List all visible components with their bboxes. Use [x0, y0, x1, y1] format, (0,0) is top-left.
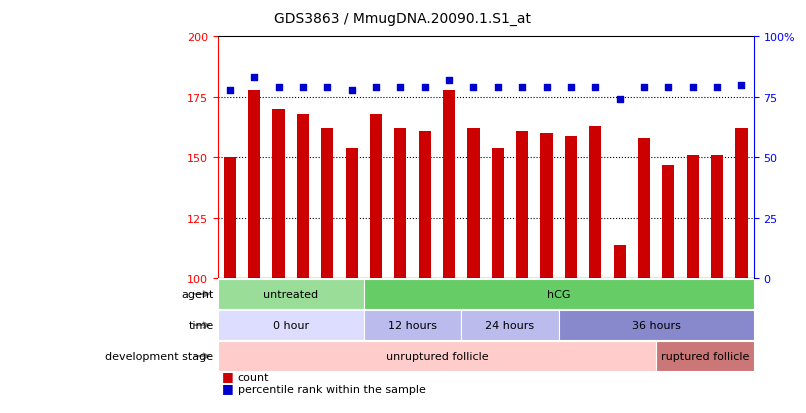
Text: hCG: hCG — [547, 289, 571, 299]
Point — [589, 85, 602, 91]
Text: count: count — [238, 372, 269, 382]
Bar — [418, 131, 430, 279]
Point — [711, 85, 724, 91]
Bar — [346, 148, 358, 279]
Point — [492, 85, 505, 91]
Bar — [248, 90, 260, 279]
Point — [564, 85, 577, 91]
Text: unruptured follicle: unruptured follicle — [385, 351, 488, 361]
Bar — [516, 131, 528, 279]
Text: untreated: untreated — [263, 289, 318, 299]
Point — [394, 85, 407, 91]
Text: 0 hour: 0 hour — [272, 320, 309, 330]
Point — [272, 85, 285, 91]
Bar — [589, 126, 601, 279]
Point — [540, 85, 553, 91]
Bar — [541, 134, 553, 279]
Point — [418, 85, 431, 91]
Point — [297, 85, 310, 91]
Point — [369, 85, 382, 91]
Point — [247, 75, 260, 81]
Bar — [663, 165, 675, 279]
Point — [223, 87, 236, 94]
Bar — [443, 90, 455, 279]
Text: 12 hours: 12 hours — [388, 320, 437, 330]
Bar — [467, 129, 480, 279]
Text: time: time — [189, 320, 214, 330]
Bar — [321, 129, 334, 279]
Text: ■: ■ — [222, 382, 234, 394]
Point — [345, 87, 358, 94]
Bar — [461, 311, 559, 340]
Text: GDS3863 / MmugDNA.20090.1.S1_at: GDS3863 / MmugDNA.20090.1.S1_at — [275, 12, 531, 26]
Bar — [613, 245, 625, 279]
Bar — [224, 158, 236, 279]
Bar — [492, 148, 504, 279]
Point — [516, 85, 529, 91]
Bar — [297, 114, 309, 279]
Point — [686, 85, 699, 91]
Point — [638, 85, 650, 91]
Point — [735, 82, 748, 89]
Bar — [735, 129, 747, 279]
Bar — [218, 280, 364, 309]
Bar — [638, 139, 650, 279]
Bar — [218, 341, 656, 371]
Bar — [370, 114, 382, 279]
Bar — [711, 156, 723, 279]
Text: development stage: development stage — [106, 351, 214, 361]
Point — [613, 97, 626, 103]
Point — [321, 85, 334, 91]
Bar — [364, 280, 754, 309]
Text: ■: ■ — [222, 369, 234, 382]
Bar — [394, 129, 406, 279]
Text: 36 hours: 36 hours — [632, 320, 680, 330]
Bar — [218, 311, 364, 340]
Bar — [656, 341, 754, 371]
Text: agent: agent — [181, 289, 214, 299]
Text: 24 hours: 24 hours — [485, 320, 534, 330]
Point — [442, 77, 455, 84]
Text: ruptured follicle: ruptured follicle — [661, 351, 749, 361]
Bar — [364, 311, 461, 340]
Text: percentile rank within the sample: percentile rank within the sample — [238, 385, 426, 394]
Bar — [565, 136, 577, 279]
Bar — [559, 311, 754, 340]
Bar — [687, 156, 699, 279]
Point — [662, 85, 675, 91]
Point — [467, 85, 480, 91]
Bar — [272, 109, 285, 279]
